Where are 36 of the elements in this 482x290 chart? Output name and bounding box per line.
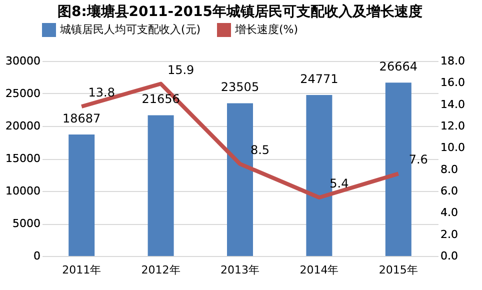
y2-tick-label: 12.0 [440, 120, 465, 132]
y-tick-label: 10000 [6, 184, 40, 198]
chart-title: 图8:壤塘县2011-2015年城镇居民可支配收入及增长速度 [57, 3, 423, 20]
y-tick-label: 15000 [6, 152, 40, 165]
y-tick-label: 25000 [6, 87, 40, 100]
y2-tick-label: 2.0 [440, 228, 458, 241]
y2-tick-label: 8.0 [440, 162, 458, 176]
x-tick-label: 2013年 [220, 264, 260, 276]
y-tick-label: 5000 [12, 217, 40, 230]
y-tick-label: 30000 [6, 54, 40, 68]
data-label: 24771 [300, 72, 338, 86]
y-tick-label: 0 [34, 250, 40, 262]
data-label: 26664 [379, 60, 418, 74]
bar [227, 103, 253, 256]
data-label: 13.8 [88, 86, 115, 100]
bar [385, 82, 412, 256]
y2-tick-label: 16.0 [440, 76, 465, 90]
y2-tick-label: 10.0 [440, 141, 465, 154]
bar [148, 115, 174, 256]
y-tick-label: 20000 [6, 120, 40, 132]
y2-tick-label: 14.0 [440, 98, 465, 111]
data-label: 18687 [62, 112, 101, 126]
y2-tick-label: 18.0 [440, 54, 465, 68]
data-label: 15.9 [167, 62, 194, 77]
bar [68, 134, 95, 256]
x-tick-label: 2012年 [141, 264, 180, 276]
y2-tick-label: 4.0 [440, 206, 458, 220]
y2-tick-label: 0.0 [440, 250, 458, 262]
x-tick-label: 2014年 [300, 264, 339, 276]
x-tick-label: 2011年 [62, 264, 102, 276]
legend-label: 城镇居民人均可支配收入(元) [59, 23, 201, 36]
y2-tick-label: 6.0 [440, 184, 458, 198]
legend-label: 增长速度(%) [234, 23, 298, 36]
x-tick-label: 2015年 [378, 264, 418, 276]
data-label: 23505 [220, 80, 260, 94]
bar [306, 94, 332, 256]
